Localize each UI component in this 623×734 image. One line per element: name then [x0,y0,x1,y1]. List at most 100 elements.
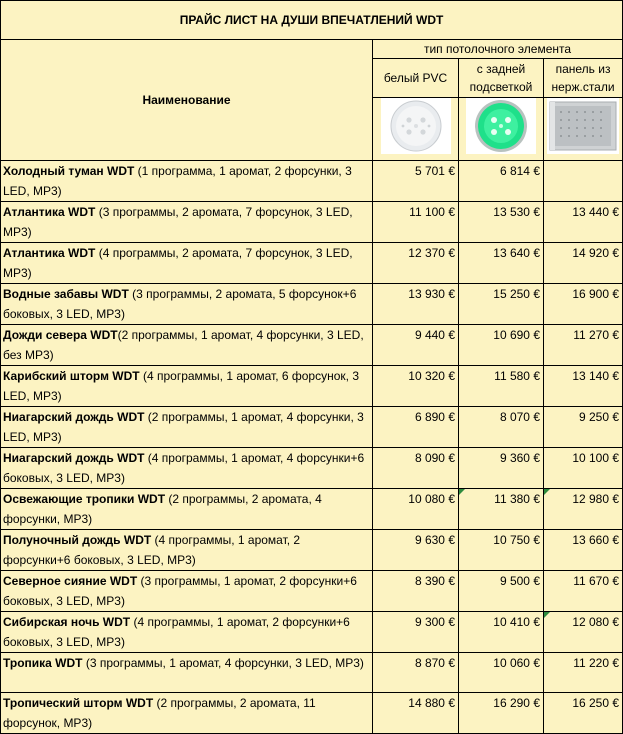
price-steel-panel [542,160,623,202]
price-steel-panel: 16 250 € [542,692,623,734]
table-row: Тропика WDT (3 программы, 1 аромат, 4 фо… [0,652,623,693]
column-header-name: Наименование [0,39,373,161]
page-title: ПРАЙС ЛИСТ НА ДУШИ ВПЕЧАТЛЕНИЙ WDT [0,0,623,40]
backlit-green-ceiling-element-image [458,97,544,161]
product-name: Освежающие тропики WDT [3,492,166,506]
product-description: (1 программа, 1 аромат, 2 форсунки, 3 LE… [3,164,352,198]
price-steel-panel: 13 660 € [542,529,623,571]
price-white-pvc: 11 100 € [372,201,459,243]
product-name-cell: Холодный туман WDT (1 программа, 1 арома… [0,160,373,202]
product-name-cell: Освежающие тропики WDT (2 программы, 2 а… [0,488,373,530]
table-row: Водные забавы WDT (3 программы, 2 аромат… [0,283,623,325]
product-description: (2 программы, 1 аромат, 4 форсунки, 3 LE… [3,410,364,444]
price-white-pvc: 6 890 € [372,406,459,448]
product-name-cell: Водные забавы WDT (3 программы, 2 аромат… [0,283,373,325]
price-white-pvc: 13 930 € [372,283,459,325]
table-row: Тропический шторм WDT (2 программы, 2 ар… [0,692,623,734]
table-row: Освежающие тропики WDT (2 программы, 2 а… [0,488,623,530]
product-name-cell: Ниагарский дождь WDT (4 программы, 1 аро… [0,447,373,489]
product-description: (3 программы, 1 аромат, 2 форсунки+6 бок… [3,574,357,608]
product-description: (2 программы, 2 аромата, 4 форсунки, MP3… [3,492,322,526]
stainless-steel-panel-image [542,97,623,161]
price-backlit: 15 250 € [458,283,544,325]
product-name-cell: Атлантика WDT (3 программы, 2 аромата, 7… [0,201,373,243]
price-backlit: 10 410 € [458,611,544,653]
price-backlit: 13 530 € [458,201,544,243]
product-name-cell: Полуночный дождь WDT (4 программы, 1 аро… [0,529,373,571]
table-row: Полуночный дождь WDT (4 программы, 1 аро… [0,529,623,571]
price-steel-panel: 12 980 € [542,488,623,530]
product-description: (2 программы, 2 аромата, 11 форсунок, MP… [3,696,316,730]
product-description: (4 программы, 1 аромат, 4 форсунки+6 бок… [3,451,365,485]
product-name: Ниагарский дождь WDT [3,410,145,424]
product-name: Тропический шторм WDT [3,696,154,710]
price-white-pvc: 9 300 € [372,611,459,653]
product-name-cell: Карибский шторм WDT (4 программы, 1 аром… [0,365,373,407]
product-description: (4 программы, 1 аромат, 2 форсунки+6 бок… [3,533,301,567]
table-row: Атлантика WDT (3 программы, 2 аромата, 7… [0,201,623,243]
product-name-cell: Дожди севера WDT(2 программы, 1 аромат, … [0,324,373,366]
comment-marker-icon [544,489,550,495]
product-name: Карибский шторм WDT [3,369,140,383]
price-backlit: 10 690 € [458,324,544,366]
table-row: Карибский шторм WDT (4 программы, 1 аром… [0,365,623,407]
price-steel-panel: 13 440 € [542,201,623,243]
price-backlit: 6 814 € [458,160,544,202]
product-name-cell: Атлантика WDT (4 программы, 2 аромата, 7… [0,242,373,284]
price-white-pvc: 5 701 € [372,160,459,202]
column-group-header: тип потолочного элемента [371,39,623,59]
price-backlit: 8 070 € [458,406,544,448]
price-white-pvc: 10 080 € [372,488,459,530]
price-white-pvc: 14 880 € [372,692,459,734]
price-backlit: 11 380 € [458,488,544,530]
price-backlit: 10 060 € [458,652,544,693]
product-name-cell: Ниагарский дождь WDT (2 программы, 1 аро… [0,406,373,448]
table-row: Атлантика WDT (4 программы, 2 аромата, 7… [0,242,623,284]
price-white-pvc: 9 630 € [372,529,459,571]
price-steel-panel: 11 270 € [542,324,623,366]
product-name: Холодный туман WDT [3,164,135,178]
product-name: Атлантика WDT [3,246,96,260]
table-row: Холодный туман WDT (1 программа, 1 арома… [0,160,623,202]
price-backlit: 9 500 € [458,570,544,612]
table-row: Ниагарский дождь WDT (2 программы, 1 аро… [0,406,623,448]
price-white-pvc: 12 370 € [372,242,459,284]
product-name: Полуночный дождь WDT [3,533,152,547]
price-white-pvc: 8 870 € [372,652,459,693]
product-name: Атлантика WDT [3,205,96,219]
price-steel-panel: 16 900 € [542,283,623,325]
product-name-cell: Тропический шторм WDT (2 программы, 2 ар… [0,692,373,734]
price-steel-panel: 11 220 € [542,652,623,693]
price-backlit: 11 580 € [458,365,544,407]
price-backlit: 10 750 € [458,529,544,571]
price-steel-panel: 9 250 € [542,406,623,448]
price-steel-panel: 14 920 € [542,242,623,284]
white-pvc-ceiling-element-image [372,97,459,161]
price-steel-panel: 11 670 € [542,570,623,612]
product-name: Северное сияние WDT [3,574,138,588]
table-row: Сибирская ночь WDT (4 программы, 1 арома… [0,611,623,653]
price-white-pvc: 8 090 € [372,447,459,489]
product-name-cell: Северное сияние WDT (3 программы, 1 аром… [0,570,373,612]
table-row: Северное сияние WDT (3 программы, 1 аром… [0,570,623,612]
product-description: (4 программы, 1 аромат, 6 форсунок, 3 LE… [3,369,359,403]
product-name: Тропика WDT [3,656,83,670]
product-description: (2 программы, 1 аромат, 4 форсунки, 3 LE… [3,328,364,362]
product-name: Дожди севера WDT [3,328,118,342]
product-name: Ниагарский дождь WDT [3,451,145,465]
price-steel-panel: 10 100 € [542,447,623,489]
product-description: (3 программы, 2 аромата, 7 форсунок, 3 L… [3,205,353,239]
product-name: Водные забавы WDT [3,287,129,301]
price-backlit: 9 360 € [458,447,544,489]
product-description: (3 программы, 2 аромата, 5 форсунок+6 бо… [3,287,357,321]
product-description: (3 программы, 1 аромат, 4 форсунки, 3 LE… [82,656,364,670]
product-name-cell: Сибирская ночь WDT (4 программы, 1 арома… [0,611,373,653]
price-white-pvc: 8 390 € [372,570,459,612]
price-white-pvc: 10 320 € [372,365,459,407]
table-row: Дожди севера WDT(2 программы, 1 аромат, … [0,324,623,366]
comment-marker-icon [459,489,465,495]
price-backlit: 16 290 € [458,692,544,734]
product-description: (4 программы, 1 аромат, 2 форсунки+6 бок… [3,615,350,649]
table-row: Ниагарский дождь WDT (4 программы, 1 аро… [0,447,623,489]
